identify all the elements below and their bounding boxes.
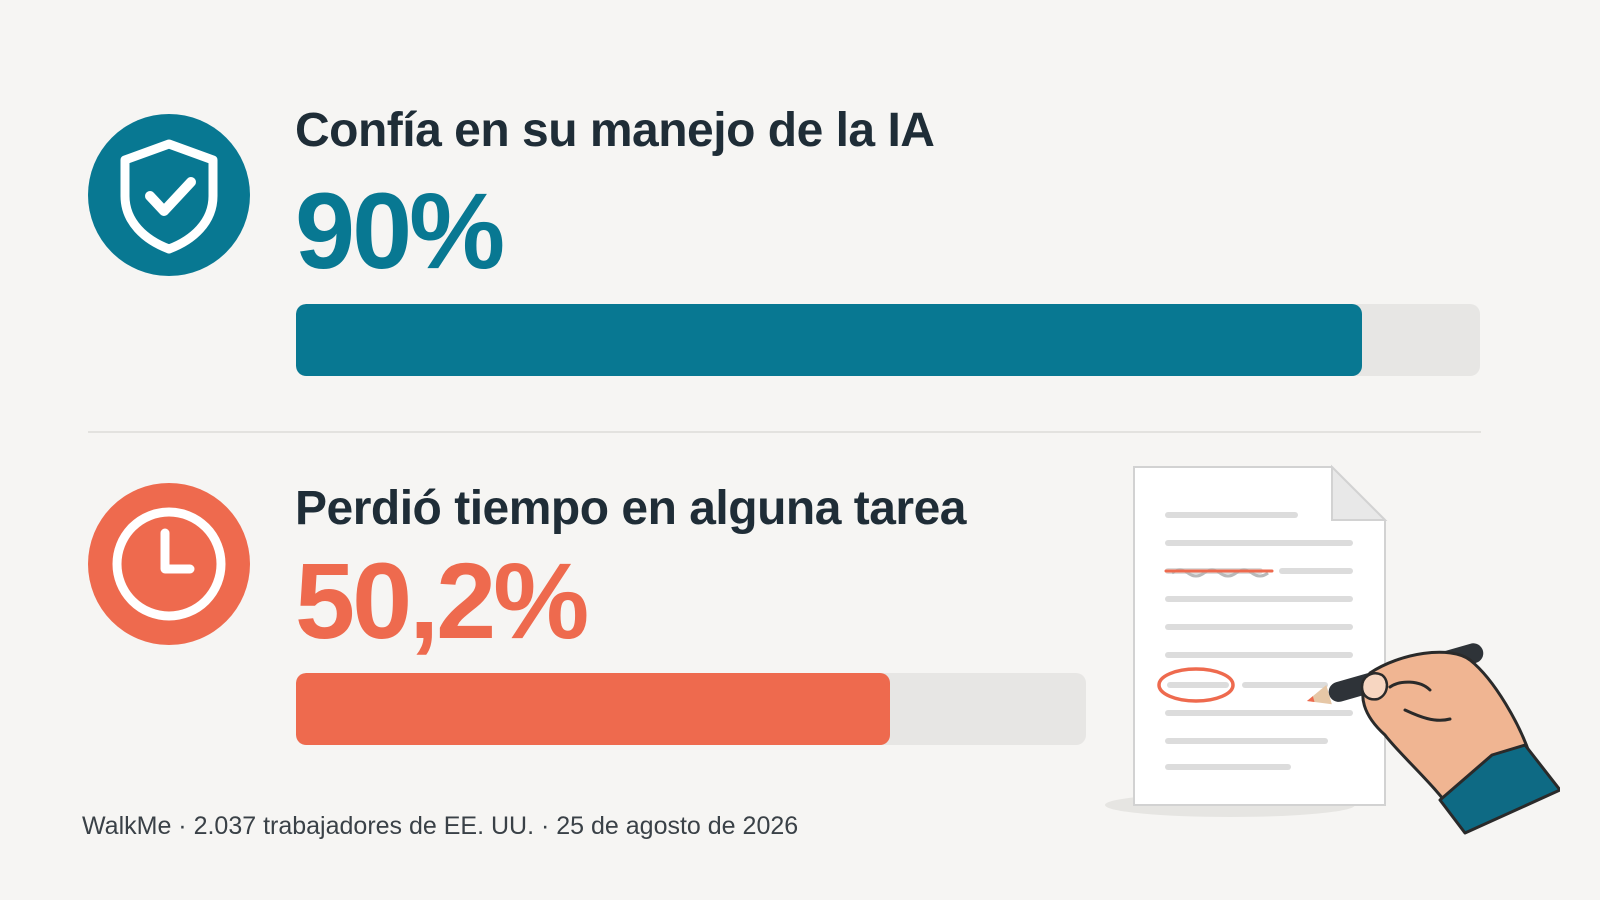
value-label-trust: 90% (295, 170, 505, 291)
shield-check-icon (88, 114, 250, 276)
bar-label-trust: Confía en su manejo de la IA (295, 104, 935, 157)
source-caption: WalkMe · 2.037 trabajadores de EE. UU. ·… (82, 812, 799, 840)
value-label-time-lost: 50,2% (295, 540, 589, 661)
document-edit-illustration (1105, 464, 1560, 835)
bar-label-time-lost: Perdió tiempo en alguna tarea (295, 482, 967, 535)
bar-trust (296, 304, 1362, 376)
bar-time-lost (296, 673, 891, 745)
divider (88, 431, 1481, 433)
clock-icon (88, 483, 250, 645)
bar-track-time-lost (296, 673, 1086, 745)
bar-track-trust (296, 304, 1480, 376)
